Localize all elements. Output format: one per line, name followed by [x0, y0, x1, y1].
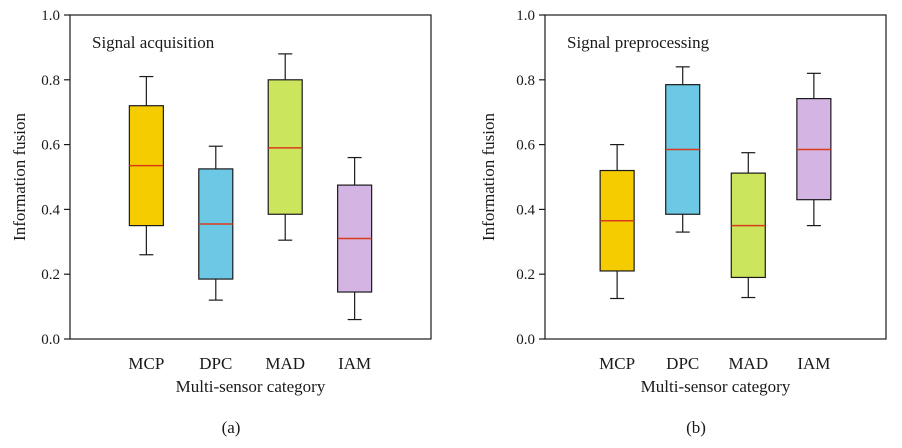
box-mad	[730, 152, 766, 299]
box-mad	[267, 53, 303, 241]
x-tick-label: MAD	[265, 354, 305, 373]
chart-panel-a: 0.0 0.2 0.4 0.6 0.8 1.0 Information fusion Sign…	[10, 8, 432, 437]
panel-caption: (b)	[686, 418, 706, 437]
box-mcp	[128, 75, 164, 256]
x-tick-label: IAM	[797, 354, 830, 373]
x-tick-label: IAM	[338, 354, 371, 373]
x-axis-label: Multi-sensor category	[641, 377, 791, 396]
y-tick-label: 1.0	[516, 8, 535, 24]
plot-frame	[544, 14, 887, 340]
box-body	[267, 79, 303, 215]
box-dpc	[198, 145, 234, 301]
y-tick-label: 0.4	[41, 202, 60, 218]
plot-frame	[69, 14, 432, 340]
box-mcp	[599, 144, 635, 300]
x-tick-label: DPC	[199, 354, 232, 373]
x-axis-label: Multi-sensor category	[176, 377, 326, 396]
box-iam	[337, 156, 373, 321]
y-tick-label: 0.6	[516, 138, 535, 154]
y-tick-label: 0.0	[41, 332, 60, 348]
y-tick-label: 0.2	[516, 267, 535, 283]
x-tick-label: DPC	[666, 354, 699, 373]
panel-caption: (a)	[222, 418, 241, 437]
x-tick-label: MAD	[728, 354, 768, 373]
y-tick-label: 0.0	[516, 332, 535, 348]
chart-panel-b: 0.0 0.2 0.4 0.6 0.8 1.0 Information fusion Sign…	[479, 8, 887, 437]
y-tick-label: 0.2	[41, 267, 60, 283]
panel-title: Signal acquisition	[92, 33, 215, 52]
y-tick-label: 0.8	[41, 73, 60, 89]
y-tick-label: 0.6	[41, 138, 60, 154]
y-axis-label: Information fusion	[479, 113, 498, 241]
box-iam	[796, 72, 832, 227]
box-dpc	[665, 66, 701, 233]
y-axis-label: Information fusion	[10, 113, 29, 241]
y-tick-label: 0.8	[516, 73, 535, 89]
y-tick-label: 0.4	[516, 202, 535, 218]
y-tick-label: 1.0	[41, 8, 60, 24]
x-tick-label: MCP	[128, 354, 164, 373]
x-tick-label: MCP	[599, 354, 635, 373]
panel-title: Signal preprocessing	[567, 33, 710, 52]
